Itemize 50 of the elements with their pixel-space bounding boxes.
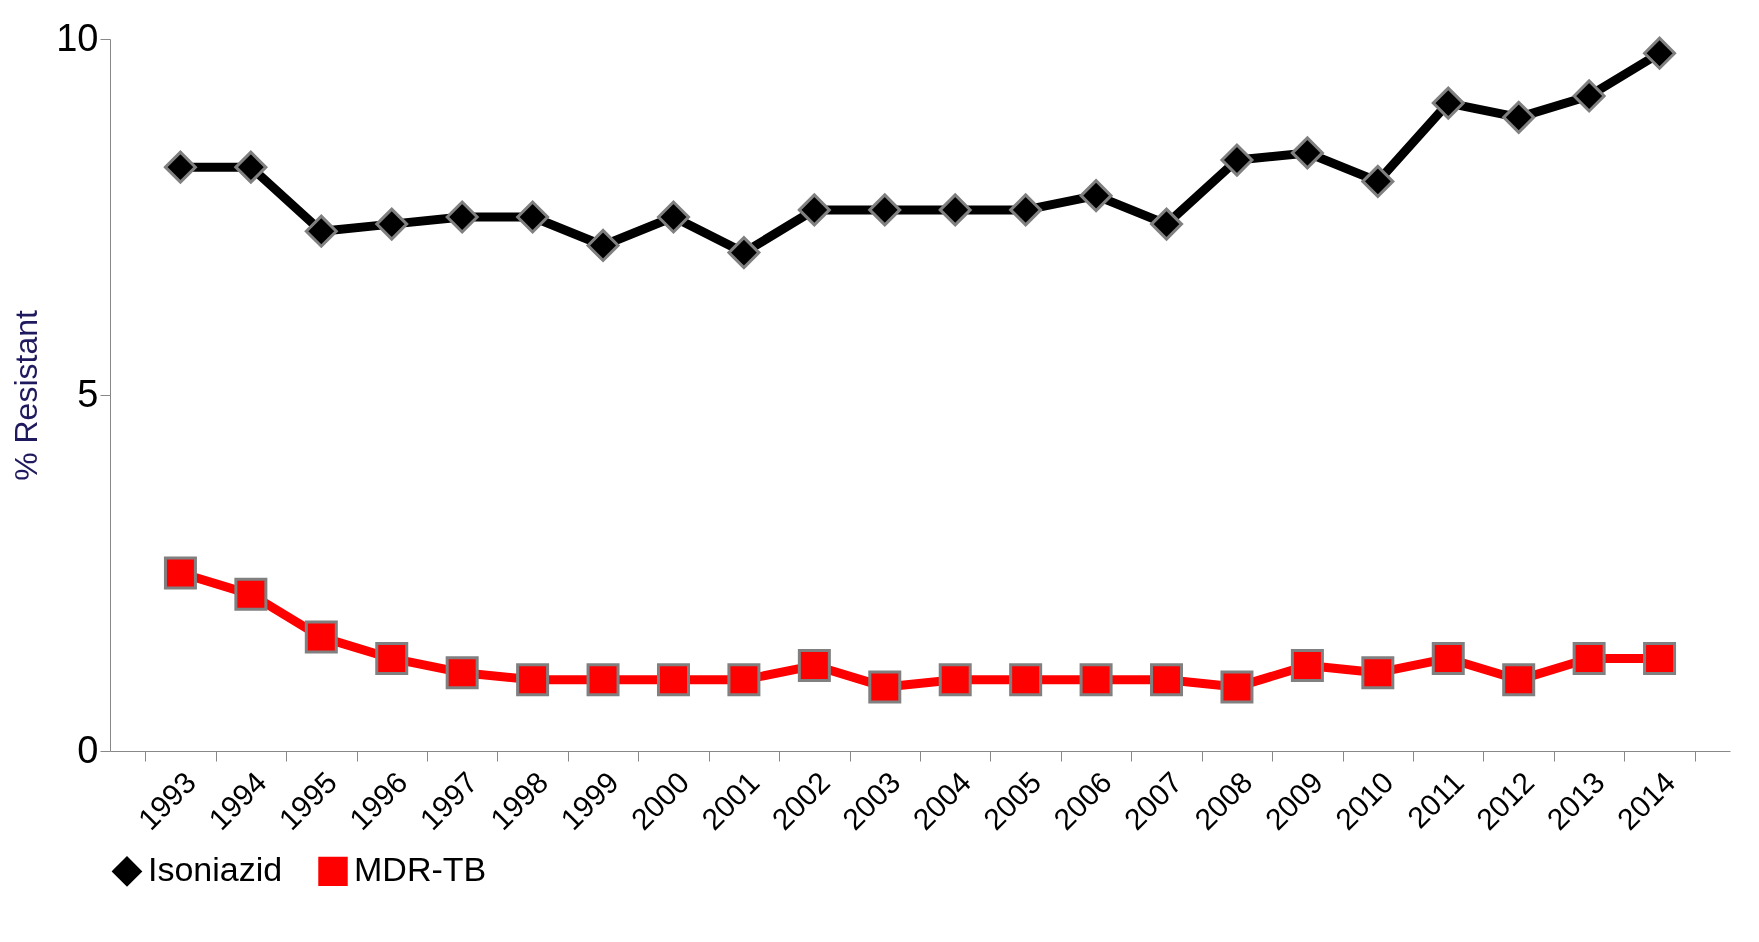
point — [868, 670, 902, 704]
point — [516, 663, 550, 697]
point — [1643, 36, 1677, 70]
point — [1572, 641, 1606, 675]
point — [1150, 663, 1184, 697]
point — [1220, 143, 1254, 177]
point — [304, 214, 338, 248]
point — [1361, 656, 1395, 690]
point — [1431, 641, 1465, 675]
point — [1502, 663, 1536, 697]
point — [727, 663, 761, 697]
point — [586, 663, 620, 697]
point — [1290, 649, 1324, 683]
point — [868, 193, 902, 227]
point — [1009, 663, 1043, 697]
point — [1431, 86, 1465, 120]
point — [375, 641, 409, 675]
point — [1079, 663, 1113, 697]
point — [234, 577, 268, 611]
legend-label: Isoniazid — [148, 850, 283, 889]
point — [656, 663, 690, 697]
point — [938, 663, 972, 697]
point — [1220, 670, 1254, 704]
point — [1290, 136, 1324, 170]
point — [1079, 179, 1113, 213]
point — [1572, 79, 1606, 113]
point — [938, 193, 972, 227]
point — [797, 649, 831, 683]
point — [727, 236, 761, 270]
legend-label: MDR-TB — [354, 850, 487, 889]
point — [1361, 164, 1395, 198]
point — [797, 193, 831, 227]
point — [1009, 193, 1043, 227]
point — [163, 150, 197, 184]
y-tick-label: 5 — [77, 372, 99, 415]
point — [445, 200, 479, 234]
point — [1150, 207, 1184, 241]
point — [1502, 100, 1536, 134]
point — [375, 207, 409, 241]
point — [516, 200, 550, 234]
point — [163, 556, 197, 590]
point — [304, 620, 338, 654]
point — [656, 200, 690, 234]
y-tick-label: 0 — [77, 728, 99, 771]
point — [586, 228, 620, 262]
y-axis-title: % Resistant — [8, 310, 45, 481]
point — [234, 150, 268, 184]
point — [1643, 641, 1677, 675]
point — [445, 656, 479, 690]
y-tick-label: 10 — [56, 16, 99, 59]
